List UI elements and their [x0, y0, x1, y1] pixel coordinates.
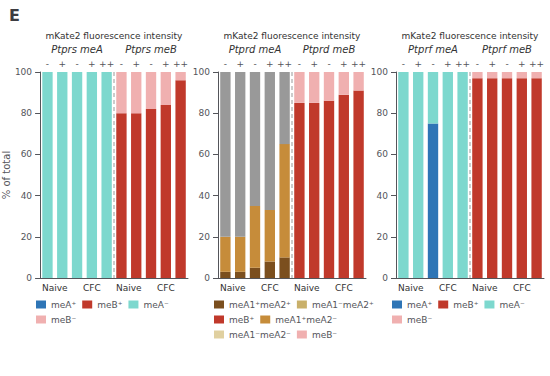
svg-text:meA⁻: meA⁻: [499, 300, 524, 310]
svg-text:-: -: [327, 59, 330, 69]
svg-text:meB⁺: meB⁺: [453, 300, 478, 310]
svg-text:meB⁻: meB⁻: [407, 315, 432, 325]
svg-text:Naive: Naive: [294, 283, 320, 293]
svg-text:0: 0: [26, 273, 32, 283]
svg-text:80: 80: [199, 108, 211, 118]
svg-text:meB⁻: meB⁻: [312, 330, 337, 340]
svg-text:60: 60: [199, 149, 211, 159]
svg-text:-: -: [431, 59, 434, 69]
svg-text:Naive: Naive: [220, 283, 246, 293]
svg-text:-: -: [298, 59, 301, 69]
svg-text:0: 0: [204, 273, 210, 283]
svg-text:CFC: CFC: [513, 283, 531, 293]
svg-text:+: +: [340, 59, 348, 69]
svg-text:+: +: [132, 59, 140, 69]
svg-text:meA1⁺meA2⁻: meA1⁺meA2⁻: [275, 315, 337, 325]
svg-text:CFC: CFC: [157, 283, 175, 293]
svg-text:-: -: [224, 59, 227, 69]
svg-text:mKate2 fluorescence intensity: mKate2 fluorescence intensity: [402, 31, 540, 41]
svg-text:Naive: Naive: [472, 283, 498, 293]
svg-text:++: ++: [277, 59, 292, 69]
svg-text:meA⁺: meA⁺: [51, 300, 76, 310]
svg-text:+: +: [236, 59, 244, 69]
svg-text:80: 80: [377, 108, 389, 118]
svg-text:meA1⁻meA2⁻: meA1⁻meA2⁻: [229, 330, 291, 340]
svg-text:-: -: [149, 59, 152, 69]
svg-text:Ptprs meB: Ptprs meB: [125, 44, 177, 55]
svg-text:Naive: Naive: [116, 283, 142, 293]
svg-text:mKate2 fluorescence intensity: mKate2 fluorescence intensity: [224, 31, 362, 41]
svg-text:40: 40: [199, 191, 211, 201]
svg-text:++: ++: [455, 59, 470, 69]
svg-text:0: 0: [382, 273, 388, 283]
svg-text:+: +: [162, 59, 170, 69]
svg-text:meA1⁻meA2⁺: meA1⁻meA2⁺: [312, 300, 374, 310]
svg-text:Ptprd meB: Ptprd meB: [303, 44, 356, 55]
svg-text:-: -: [46, 59, 49, 69]
svg-text:CFC: CFC: [261, 283, 279, 293]
svg-text:meB⁻: meB⁻: [51, 315, 76, 325]
svg-text:+: +: [488, 59, 496, 69]
svg-text:% of total: % of total: [1, 151, 12, 199]
svg-text:mKate2 fluorescence intensity: mKate2 fluorescence intensity: [46, 31, 184, 41]
svg-text:CFC: CFC: [83, 283, 101, 293]
svg-text:20: 20: [377, 232, 389, 242]
svg-text:Naive: Naive: [42, 283, 68, 293]
svg-text:60: 60: [377, 149, 389, 159]
svg-text:meA⁺: meA⁺: [407, 300, 432, 310]
svg-text:-: -: [505, 59, 508, 69]
svg-text:+: +: [310, 59, 318, 69]
svg-text:Ptprd meA: Ptprd meA: [229, 44, 282, 55]
svg-text:-: -: [402, 59, 405, 69]
svg-text:E: E: [9, 6, 20, 25]
svg-text:+: +: [414, 59, 422, 69]
svg-text:+: +: [266, 59, 274, 69]
svg-text:40: 40: [21, 191, 33, 201]
svg-text:meB⁺: meB⁺: [229, 315, 254, 325]
svg-text:+: +: [518, 59, 526, 69]
svg-text:Ptprf meA: Ptprf meA: [408, 44, 458, 55]
svg-text:+: +: [88, 59, 96, 69]
svg-text:meA1⁺meA2⁺: meA1⁺meA2⁺: [229, 300, 291, 310]
svg-text:-: -: [120, 59, 123, 69]
svg-text:Ptprs meA: Ptprs meA: [51, 44, 103, 55]
svg-text:meA⁻: meA⁻: [143, 300, 168, 310]
svg-text:-: -: [253, 59, 256, 69]
svg-text:++: ++: [529, 59, 544, 69]
svg-text:100: 100: [371, 67, 388, 77]
svg-text:100: 100: [15, 67, 32, 77]
svg-text:+: +: [58, 59, 66, 69]
svg-text:100: 100: [193, 67, 210, 77]
svg-text:Ptprf meB: Ptprf meB: [482, 44, 532, 55]
svg-text:+: +: [444, 59, 452, 69]
svg-text:40: 40: [377, 191, 389, 201]
svg-text:60: 60: [21, 149, 33, 159]
svg-text:-: -: [75, 59, 78, 69]
svg-text:CFC: CFC: [439, 283, 457, 293]
svg-text:-: -: [476, 59, 479, 69]
svg-text:80: 80: [21, 108, 33, 118]
svg-text:20: 20: [199, 232, 211, 242]
svg-text:Naive: Naive: [398, 283, 424, 293]
svg-text:CFC: CFC: [335, 283, 353, 293]
svg-text:++: ++: [99, 59, 114, 69]
svg-text:++: ++: [351, 59, 366, 69]
svg-text:++: ++: [173, 59, 188, 69]
svg-text:20: 20: [21, 232, 33, 242]
svg-text:meB⁺: meB⁺: [97, 300, 122, 310]
